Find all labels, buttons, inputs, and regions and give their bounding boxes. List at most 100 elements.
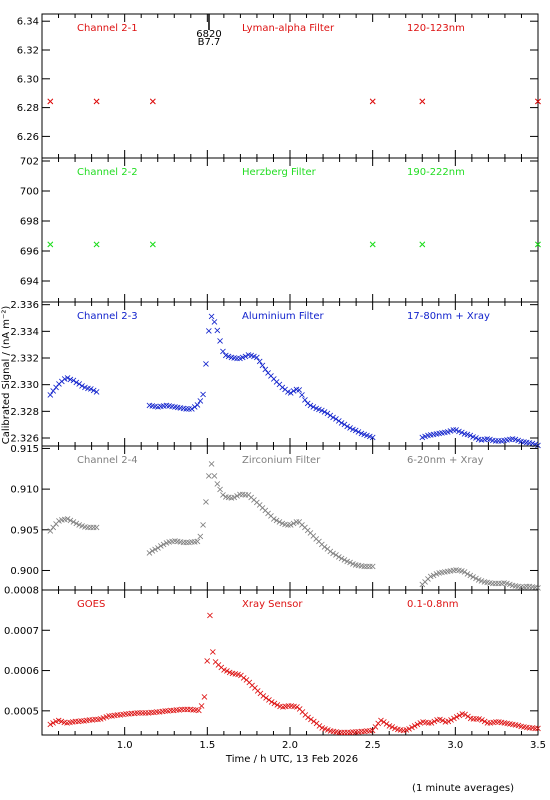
- data-point: ×: [463, 569, 471, 580]
- data-point: ×: [354, 561, 362, 572]
- data-point: ×: [287, 388, 295, 399]
- data-point: ×: [528, 439, 536, 450]
- data-point: ×: [446, 426, 454, 437]
- data-point: ×: [92, 96, 100, 107]
- data-point: ×: [408, 723, 416, 734]
- data-point: ×: [418, 96, 426, 107]
- data-point: ×: [189, 705, 197, 716]
- data-point: ×: [338, 728, 346, 739]
- data-point: ×: [447, 715, 455, 726]
- panel-ch23: 2.326 2.328 2.330 2.332 2.334 2.336 Channel 2-…: [10, 300, 542, 451]
- data-point: ×: [191, 402, 199, 413]
- data-point: ×: [226, 667, 234, 678]
- y-tick-label: 6.32: [17, 46, 39, 57]
- data-point: ×: [312, 719, 320, 730]
- data-point: ×: [270, 699, 278, 710]
- data-point: ×: [399, 725, 407, 736]
- data-point: ×: [511, 435, 519, 446]
- data-point: ×: [469, 432, 477, 443]
- data-point: ×: [514, 436, 522, 447]
- data-point: ×: [244, 490, 252, 501]
- data-point: ×: [425, 718, 433, 729]
- data-point: ×: [418, 580, 426, 591]
- panel-filter-label: Zirconium Filter: [242, 455, 321, 466]
- data-point: ×: [94, 714, 102, 725]
- data-point: ×: [312, 534, 320, 545]
- data-point: ×: [205, 471, 213, 482]
- data-point: ×: [369, 96, 377, 107]
- data-point: ×: [352, 426, 360, 437]
- data-point: ×: [179, 403, 187, 414]
- data-point: ×: [352, 727, 360, 738]
- data-point: ×: [290, 701, 298, 712]
- data-point: ×: [444, 427, 452, 438]
- data-point: ×: [321, 724, 329, 735]
- data-point: ×: [92, 387, 100, 398]
- data-point: ×: [508, 580, 516, 591]
- data-point: ×: [458, 566, 466, 577]
- data-point: ×: [346, 558, 354, 569]
- data-point: ×: [318, 723, 326, 734]
- data-point: ×: [282, 701, 290, 712]
- panel-channel-label: Channel 2-1: [77, 23, 138, 34]
- data-point: ×: [363, 726, 371, 737]
- data-point: ×: [298, 707, 306, 718]
- data-point: ×: [418, 240, 426, 251]
- panel-band-label: 190-222nm: [407, 167, 465, 178]
- data-point: ×: [494, 436, 502, 447]
- data-point: ×: [323, 544, 331, 555]
- data-point: ×: [233, 491, 241, 502]
- data-point: ×: [222, 350, 230, 361]
- data-point: ×: [145, 401, 153, 412]
- data-point: ×: [250, 495, 258, 506]
- data-point: ×: [108, 711, 116, 722]
- data-point: ×: [213, 479, 221, 490]
- data-point: ×: [141, 708, 149, 719]
- data-point: ×: [211, 657, 219, 668]
- data-point: ×: [102, 712, 110, 723]
- data-point: ×: [46, 96, 54, 107]
- data-point: ×: [49, 523, 57, 534]
- data-point: ×: [219, 346, 227, 357]
- data-point: ×: [199, 389, 207, 400]
- data-point: ×: [492, 717, 500, 728]
- data-point: ×: [182, 404, 190, 415]
- data-point: ×: [369, 240, 377, 251]
- x-tick-label: 2.0: [282, 740, 298, 751]
- data-point: ×: [483, 718, 491, 729]
- data-point: ×: [450, 713, 458, 724]
- data-point: ×: [315, 405, 323, 416]
- y-tick-label: 0.0006: [4, 666, 39, 677]
- data-point: ×: [216, 336, 224, 347]
- panel-frame: [41, 157, 539, 303]
- data-point: ×: [240, 673, 248, 684]
- data-point: ×: [506, 434, 514, 445]
- data-point: ×: [267, 511, 275, 522]
- data-point: ×: [503, 719, 511, 730]
- data-point: ×: [158, 707, 166, 718]
- data-point: ×: [326, 411, 334, 422]
- data-point: ×: [295, 517, 303, 528]
- data-point: ×: [239, 490, 247, 501]
- data-point: ×: [154, 402, 162, 413]
- x-tick-label: 3.0: [447, 740, 463, 751]
- data-point: ×: [92, 96, 100, 107]
- data-point: ×: [458, 709, 466, 720]
- data-point: ×: [61, 374, 69, 385]
- data-point: ×: [165, 401, 173, 412]
- data-point: ×: [452, 565, 460, 576]
- data-point: ×: [534, 96, 542, 107]
- data-point: ×: [292, 384, 300, 395]
- data-point: ×: [210, 317, 218, 328]
- data-point: ×: [475, 435, 483, 446]
- y-tick-label: 0.0007: [4, 626, 39, 637]
- data-point: ×: [531, 582, 539, 593]
- data-point: ×: [472, 574, 480, 585]
- data-point: ×: [149, 96, 157, 107]
- panel-channel-label: Channel 2-2: [77, 167, 138, 178]
- data-point: ×: [147, 708, 155, 719]
- data-point: ×: [500, 578, 508, 589]
- data-point: ×: [49, 718, 57, 729]
- data-point: ×: [78, 521, 86, 532]
